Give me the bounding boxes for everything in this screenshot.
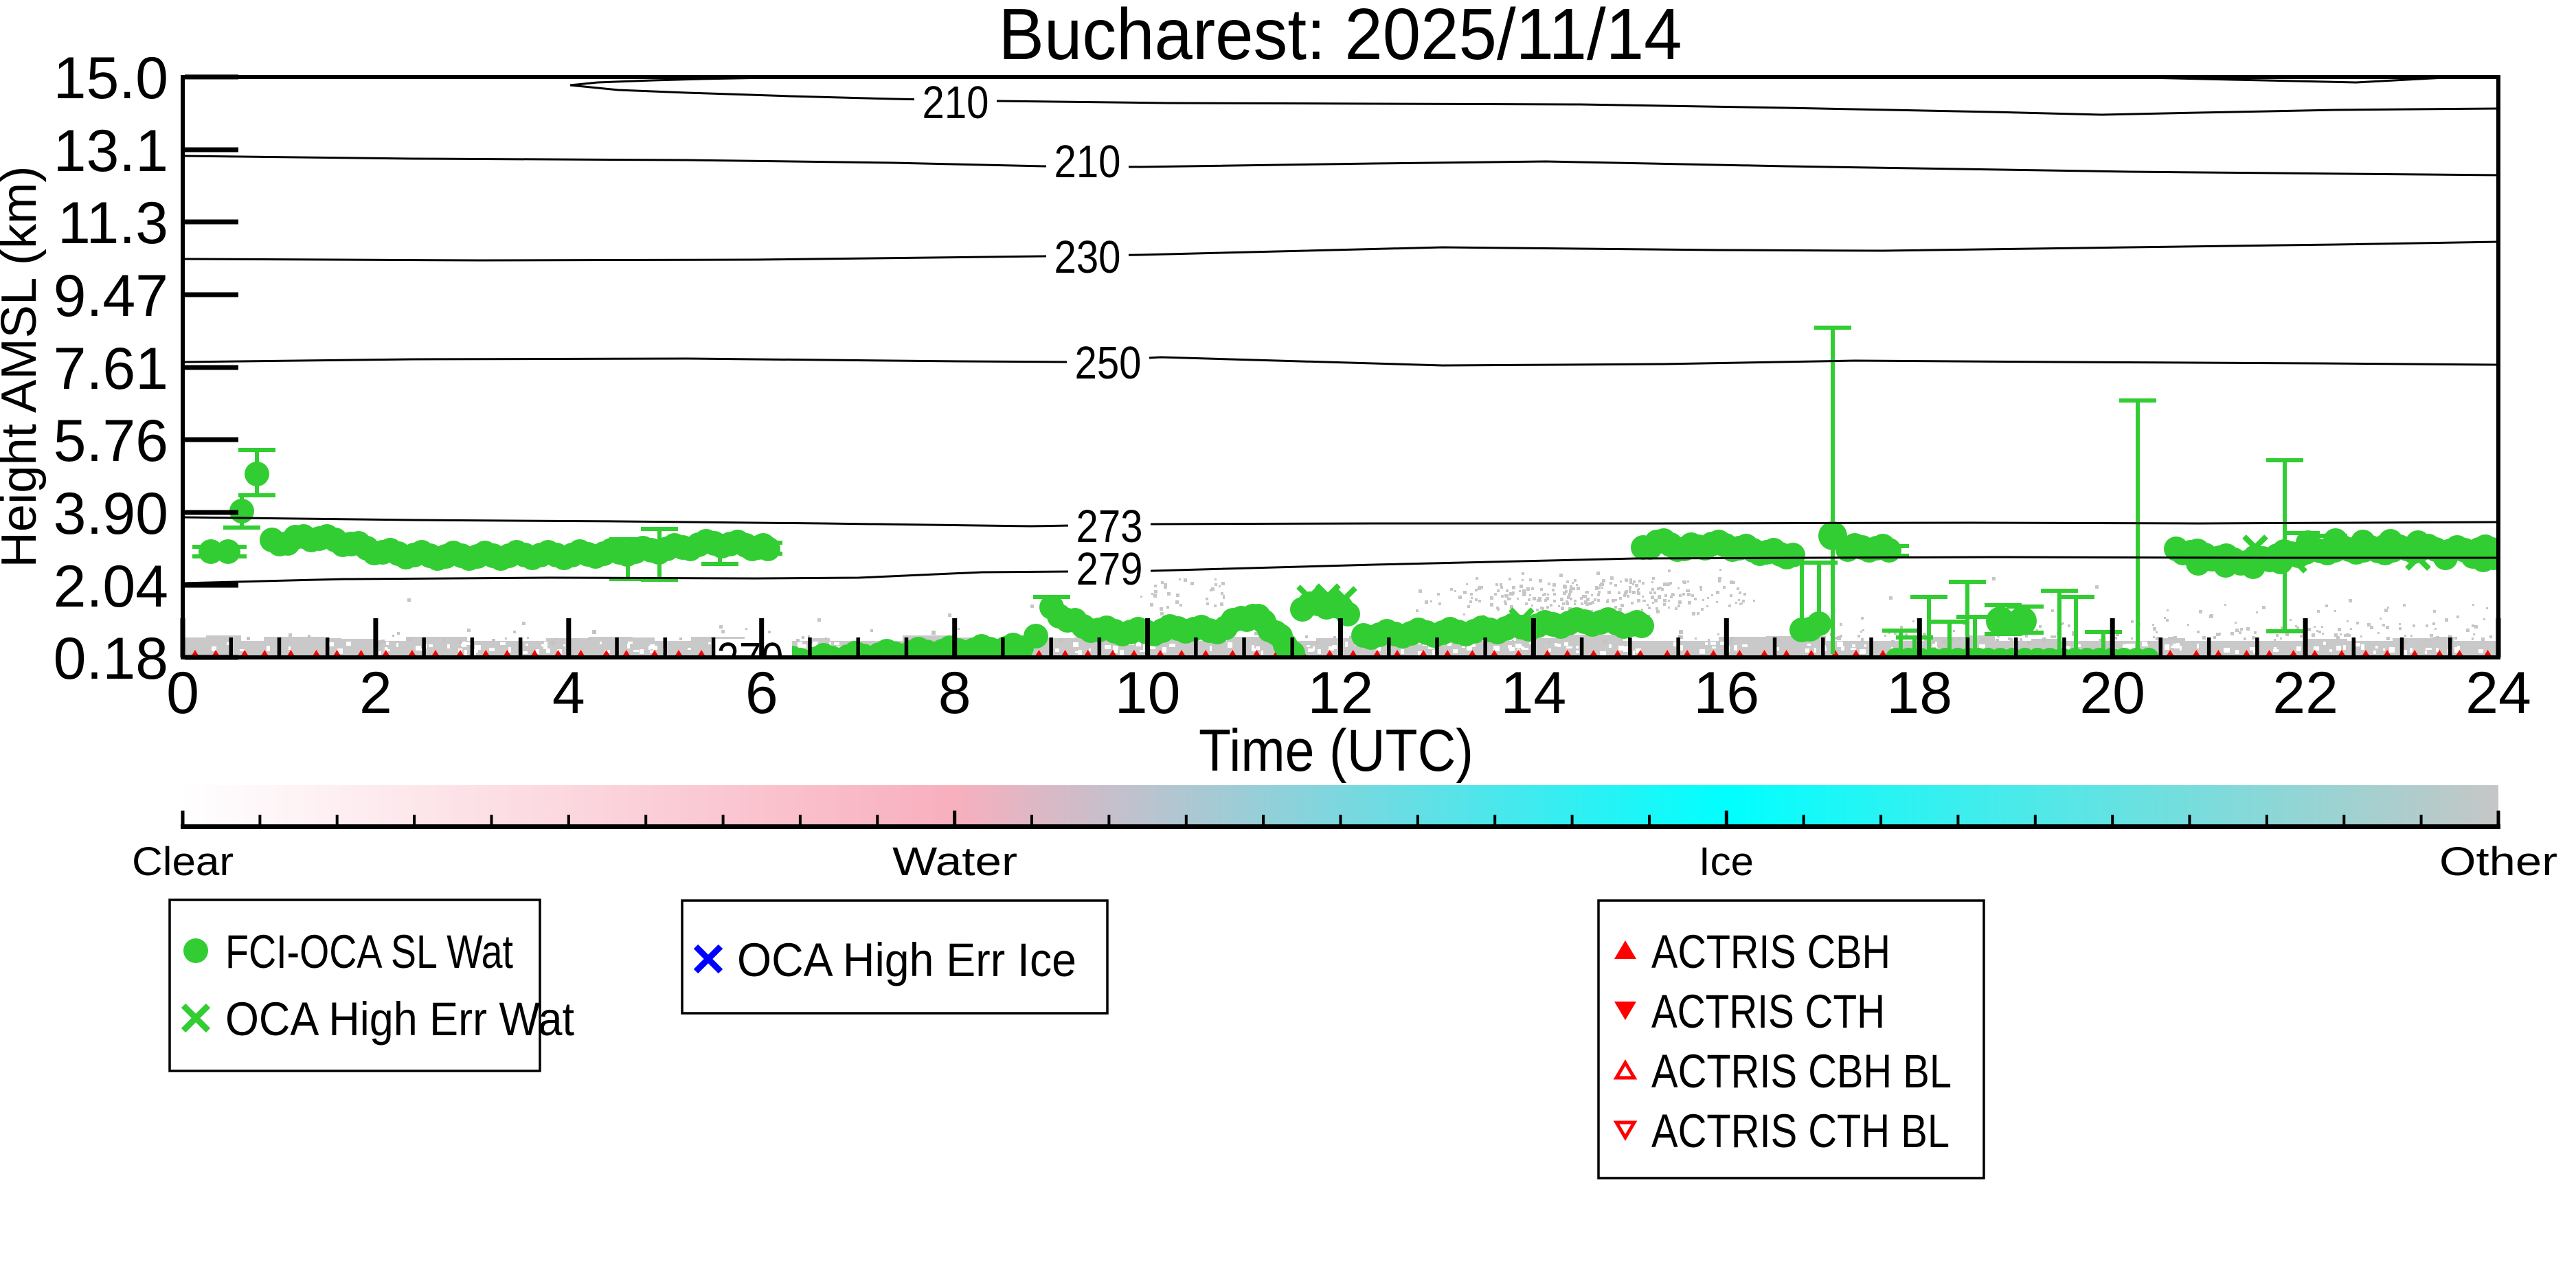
svg-text:Clear: Clear [132, 839, 234, 884]
svg-text:2.04: 2.04 [54, 554, 168, 620]
svg-text:7.61: 7.61 [54, 336, 168, 402]
svg-text:20: 20 [2079, 660, 2145, 726]
svg-text:Ice: Ice [1699, 839, 1754, 884]
svg-text:ACTRIS CBH BL: ACTRIS CBH BL [1651, 1045, 1952, 1098]
svg-text:Bucharest: 2025/11/14: Bucharest: 2025/11/14 [999, 0, 1682, 75]
svg-text:0.18: 0.18 [54, 626, 168, 692]
svg-text:13.1: 13.1 [54, 118, 168, 184]
svg-text:10: 10 [1115, 660, 1181, 726]
svg-text:Time (UTC): Time (UTC) [1199, 718, 1473, 784]
svg-text:279: 279 [1076, 543, 1143, 595]
svg-text:ACTRIS CBH: ACTRIS CBH [1651, 925, 1890, 978]
svg-text:OCA High Err Ice: OCA High Err Ice [737, 934, 1076, 986]
svg-text:3.90: 3.90 [54, 481, 168, 547]
svg-text:6: 6 [745, 660, 778, 726]
svg-text:273: 273 [1076, 501, 1143, 552]
svg-text:230: 230 [1054, 231, 1121, 283]
svg-text:2: 2 [359, 660, 392, 726]
svg-text:8: 8 [938, 660, 971, 726]
svg-text:FCI-OCA SL Wat: FCI-OCA SL Wat [225, 925, 513, 978]
svg-text:ACTRIS CTH BL: ACTRIS CTH BL [1651, 1105, 1950, 1157]
svg-text:270: 270 [717, 633, 784, 685]
svg-text:16: 16 [1693, 660, 1759, 726]
svg-text:22: 22 [2272, 660, 2338, 726]
svg-text:15.0: 15.0 [54, 45, 168, 111]
svg-text:250: 250 [1075, 337, 1142, 389]
svg-text:0: 0 [166, 660, 199, 726]
svg-text:24: 24 [2465, 660, 2531, 726]
svg-text:210: 210 [923, 77, 989, 128]
svg-text:14: 14 [1501, 660, 1567, 726]
svg-text:9.47: 9.47 [54, 263, 168, 329]
svg-text:11.3: 11.3 [58, 190, 168, 256]
svg-text:18: 18 [1886, 660, 1952, 726]
svg-text:OCA High Err Wat: OCA High Err Wat [225, 993, 574, 1046]
svg-text:ACTRIS CTH: ACTRIS CTH [1651, 985, 1885, 1038]
svg-text:Height AMSL (km): Height AMSL (km) [0, 166, 47, 568]
svg-text:Water: Water [892, 839, 1017, 884]
svg-text:5.76: 5.76 [54, 408, 168, 474]
svg-text:Other: Other [2439, 839, 2557, 884]
svg-text:4: 4 [552, 660, 585, 726]
svg-text:210: 210 [1054, 136, 1121, 188]
svg-text:12: 12 [1308, 660, 1374, 726]
